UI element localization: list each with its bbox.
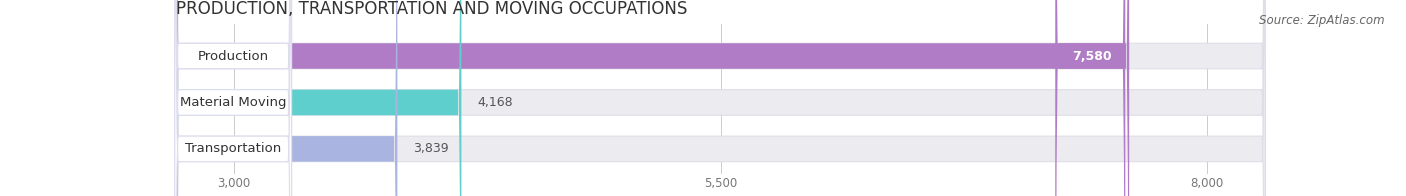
FancyBboxPatch shape xyxy=(176,0,1265,196)
Text: Material Moving: Material Moving xyxy=(180,96,287,109)
FancyBboxPatch shape xyxy=(176,0,461,196)
FancyBboxPatch shape xyxy=(174,0,291,196)
Text: 3,839: 3,839 xyxy=(413,142,449,155)
FancyBboxPatch shape xyxy=(174,0,291,196)
FancyBboxPatch shape xyxy=(176,0,1265,196)
Text: 7,580: 7,580 xyxy=(1073,50,1112,63)
FancyBboxPatch shape xyxy=(1056,0,1129,196)
Text: PRODUCTION, TRANSPORTATION AND MOVING OCCUPATIONS: PRODUCTION, TRANSPORTATION AND MOVING OC… xyxy=(176,0,688,18)
FancyBboxPatch shape xyxy=(176,0,1125,196)
Text: 4,168: 4,168 xyxy=(477,96,513,109)
Text: Source: ZipAtlas.com: Source: ZipAtlas.com xyxy=(1260,14,1385,27)
FancyBboxPatch shape xyxy=(176,0,1265,196)
FancyBboxPatch shape xyxy=(174,0,291,196)
FancyBboxPatch shape xyxy=(176,0,398,196)
Text: Transportation: Transportation xyxy=(186,142,281,155)
Text: Production: Production xyxy=(198,50,269,63)
